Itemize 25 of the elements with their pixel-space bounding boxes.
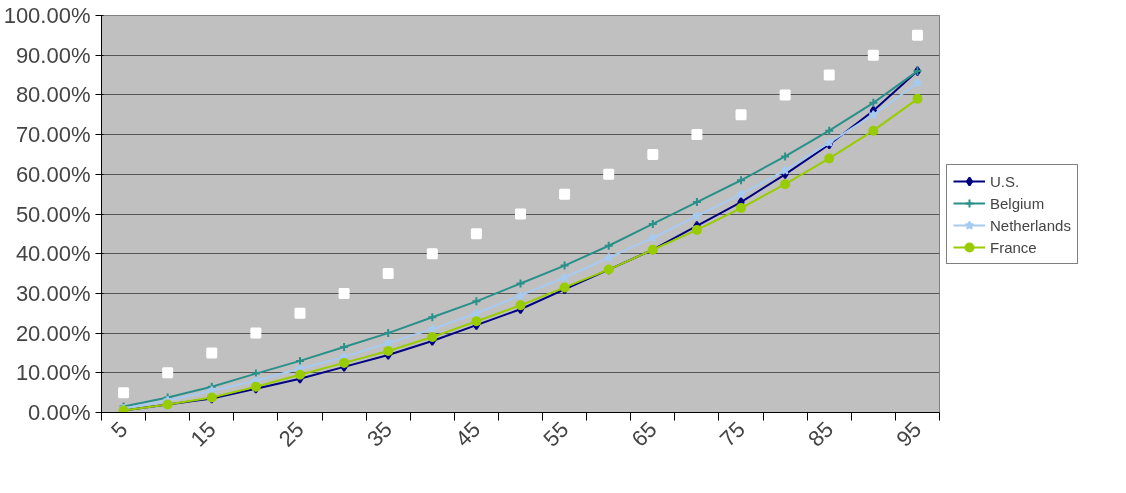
legend-label: Netherlands [990,216,1071,234]
y-tick-label: 60.00% [15,161,91,187]
x-tick-label: 95 [891,416,927,452]
y-tick-label: 20.00% [15,320,91,346]
x-tick-label: 45 [450,416,486,452]
x-tick-label: 75 [714,416,750,452]
y-tick-label: 80.00% [15,82,91,108]
x-tick-label: 85 [803,416,839,452]
legend-label: Belgium [990,194,1045,212]
y-tick-label: 0.00% [28,400,91,425]
y-tick-label: 40.00% [15,241,91,267]
x-tick-label: 35 [362,416,398,452]
y-tick-label: 30.00% [15,280,91,306]
x-tick-label: 55 [538,416,574,452]
legend-label: France [990,238,1037,256]
x-tick-label: 5 [106,416,133,443]
x-tick-label: 25 [273,416,309,452]
y-tick-label: 70.00% [15,122,91,148]
y-tick-label: 10.00% [15,360,91,386]
y-tick-label: 100.00% [3,3,91,28]
legend-label: U.S. [990,172,1020,190]
y-tick-label: 90.00% [15,42,91,68]
x-tick-label: 65 [626,416,662,452]
x-tick-label: 15 [185,416,221,452]
y-tick-label: 50.00% [15,201,91,227]
